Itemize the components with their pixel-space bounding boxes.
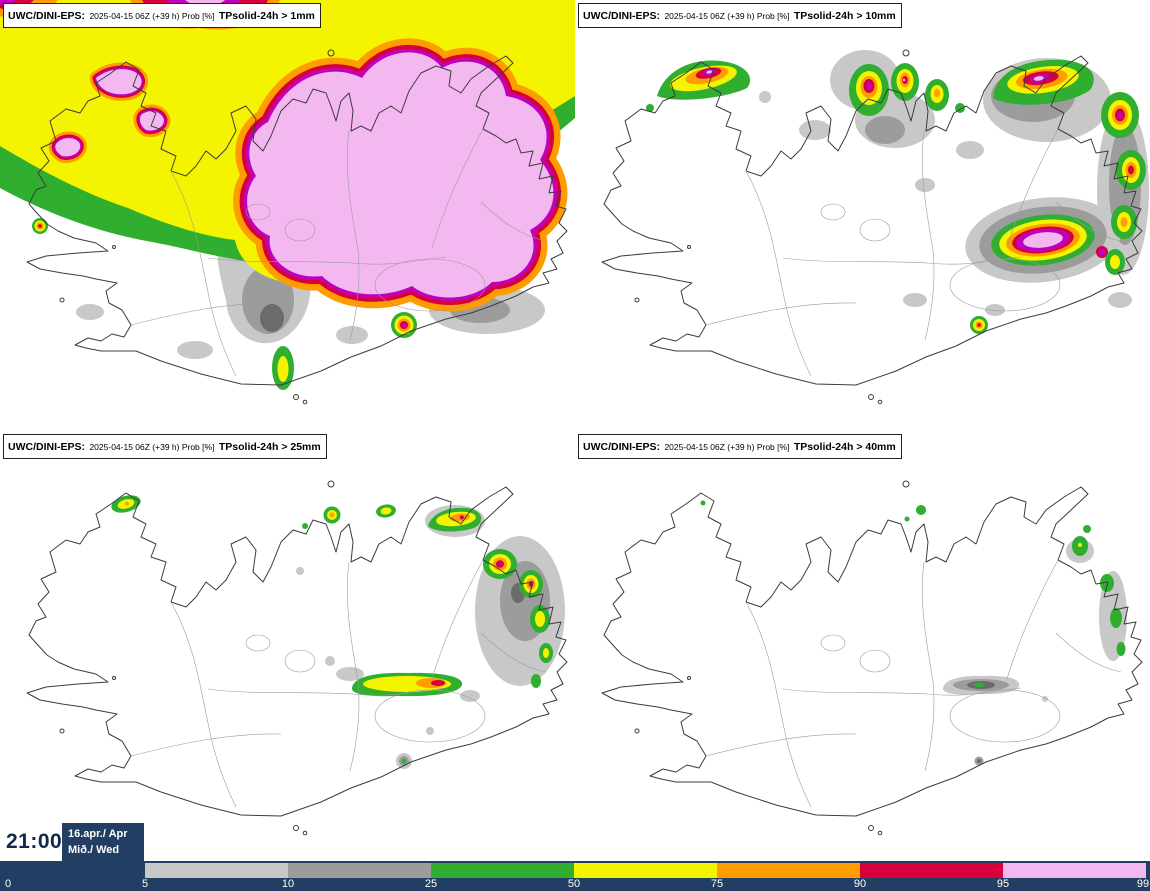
model-name: UWC/DINI-EPS: <box>8 441 85 453</box>
legend-tick: 0 <box>4 878 12 890</box>
map-svg-10mm <box>601 49 1149 405</box>
run-info: 2025-04-15 06Z (+39 h) Prob [%] <box>664 11 790 21</box>
map-panel-40mm: UWC/DINI-EPS: 2025-04-15 06Z (+39 h) Pro… <box>575 431 1150 861</box>
prob-overlay-25mm <box>111 495 565 769</box>
legend-segment-75-90 <box>717 863 860 878</box>
map-panel-25mm: UWC/DINI-EPS: 2025-04-15 06Z (+39 h) Pro… <box>0 431 575 861</box>
map-svg-40mm <box>601 480 1143 836</box>
legend-segment-25-50 <box>431 863 574 878</box>
run-info: 2025-04-15 06Z (+39 h) Prob [%] <box>89 11 215 21</box>
panel-title: UWC/DINI-EPS: 2025-04-15 06Z (+39 h) Pro… <box>3 434 327 459</box>
panel-title: UWC/DINI-EPS: 2025-04-15 06Z (+39 h) Pro… <box>578 3 902 28</box>
legend-segment-5-10 <box>145 863 288 878</box>
legend-tick: 95 <box>996 878 1010 890</box>
threshold-label: TPsolid-24h > 1mm <box>218 10 315 22</box>
legend-tick: 99 <box>1136 878 1150 890</box>
probability-legend: 0 5 10 25 50 75 90 95 99 <box>0 861 1150 891</box>
legend-tick: 90 <box>853 878 867 890</box>
valid-time-label: 21:00 <box>6 830 63 853</box>
map-panel-10mm: UWC/DINI-EPS: 2025-04-15 06Z (+39 h) Pro… <box>575 0 1150 430</box>
legend-ticks: 0 5 10 25 50 75 90 95 99 <box>0 861 1150 891</box>
valid-date-box: 16.apr./ Apr Mið./ Wed <box>62 823 144 861</box>
date-line-1: 16.apr./ Apr <box>68 828 128 840</box>
run-info: 2025-04-15 06Z (+39 h) Prob [%] <box>664 442 790 452</box>
map-panel-1mm: UWC/DINI-EPS: 2025-04-15 06Z (+39 h) Pro… <box>0 0 575 430</box>
legend-tick: 75 <box>710 878 724 890</box>
iceland-coastline <box>601 480 1143 836</box>
legend-segment-50-75 <box>574 863 717 878</box>
map-svg-25mm <box>26 480 568 836</box>
legend-segment-95-99 <box>1003 863 1146 878</box>
legend-segment-90-95 <box>860 863 1003 878</box>
threshold-label: TPsolid-24h > 25mm <box>218 441 321 453</box>
legend-tick: 5 <box>141 878 149 890</box>
model-name: UWC/DINI-EPS: <box>583 441 660 453</box>
panel-title: UWC/DINI-EPS: 2025-04-15 06Z (+39 h) Pro… <box>578 434 902 459</box>
legend-segment-10-25 <box>288 863 431 878</box>
threshold-label: TPsolid-24h > 10mm <box>793 10 896 22</box>
legend-tick: 50 <box>567 878 581 890</box>
prob-overlay-10mm <box>646 50 1149 334</box>
run-info: 2025-04-15 06Z (+39 h) Prob [%] <box>89 442 215 452</box>
map-svg-1mm <box>0 0 575 405</box>
legend-tick: 25 <box>424 878 438 890</box>
model-name: UWC/DINI-EPS: <box>583 10 660 22</box>
threshold-label: TPsolid-24h > 40mm <box>793 441 896 453</box>
legend-tick: 10 <box>281 878 295 890</box>
model-name: UWC/DINI-EPS: <box>8 10 85 22</box>
prob-overlay-40mm <box>700 500 1127 766</box>
prob-overlay-1mm <box>0 0 575 390</box>
panel-title: UWC/DINI-EPS: 2025-04-15 06Z (+39 h) Pro… <box>3 3 321 28</box>
date-line-2: Mið./ Wed <box>68 843 120 856</box>
legend-bar <box>145 863 1146 878</box>
